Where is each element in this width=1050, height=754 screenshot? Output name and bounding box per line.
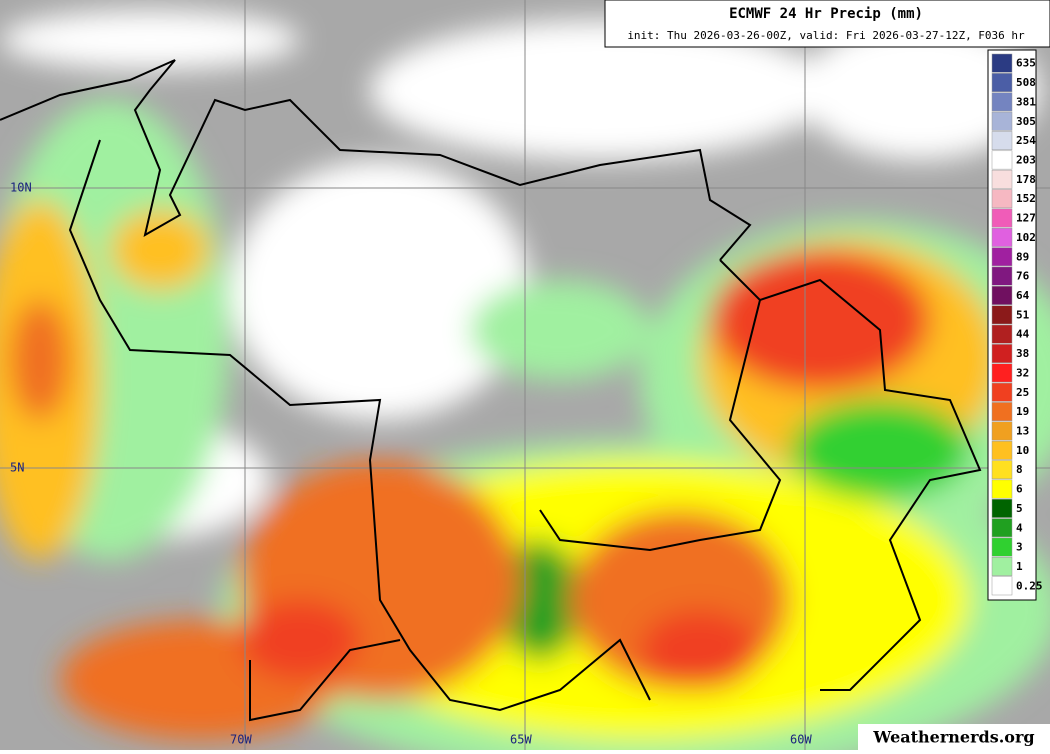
legend-label: 381 bbox=[1016, 95, 1036, 108]
legend-label: 38 bbox=[1016, 347, 1029, 360]
legend-swatch bbox=[991, 324, 1013, 344]
legend-label: 44 bbox=[1016, 328, 1030, 341]
lat-label: 10N bbox=[10, 181, 32, 195]
legend-swatch bbox=[991, 344, 1013, 363]
legend-swatch bbox=[991, 557, 1013, 576]
legend-swatch bbox=[991, 421, 1013, 441]
legend-label: 6 bbox=[1016, 483, 1023, 496]
legend: 6355083813052542031781521271028976645144… bbox=[991, 53, 1043, 596]
legend-label: 3 bbox=[1016, 541, 1023, 554]
legend-swatch bbox=[991, 247, 1013, 267]
legend-swatch bbox=[991, 363, 1013, 383]
legend-label: 51 bbox=[1016, 308, 1030, 321]
title-box bbox=[604, 0, 1050, 48]
legend-label: 89 bbox=[1016, 250, 1029, 263]
legend-label: 0.25 bbox=[1016, 579, 1043, 592]
legend-label: 127 bbox=[1016, 212, 1036, 225]
legend-swatch bbox=[991, 208, 1013, 228]
legend-label: 25 bbox=[1016, 386, 1029, 399]
legend-swatch bbox=[991, 402, 1013, 422]
legend-label: 178 bbox=[1016, 173, 1036, 186]
legend-label: 4 bbox=[1016, 521, 1023, 534]
legend-label: 635 bbox=[1016, 57, 1036, 70]
legend-label: 1 bbox=[1016, 560, 1023, 573]
legend-label: 13 bbox=[1016, 424, 1029, 437]
legend-swatch bbox=[991, 576, 1013, 596]
lon-label: 60W bbox=[790, 733, 812, 747]
legend-swatch bbox=[991, 266, 1013, 286]
legend-label: 32 bbox=[1016, 366, 1029, 379]
legend-label: 8 bbox=[1016, 463, 1023, 476]
lat-label: 5N bbox=[10, 461, 24, 475]
lon-label: 70W bbox=[230, 733, 252, 747]
title: ECMWF 24 Hr Precip (mm) bbox=[729, 6, 923, 22]
legend-label: 254 bbox=[1016, 134, 1036, 147]
legend-label: 10 bbox=[1016, 444, 1029, 457]
legend-swatch bbox=[991, 53, 1013, 73]
legend-swatch bbox=[991, 460, 1013, 480]
legend-swatch bbox=[991, 189, 1013, 209]
legend-swatch bbox=[991, 440, 1013, 460]
legend-swatch bbox=[991, 169, 1013, 189]
legend-swatch bbox=[991, 305, 1013, 325]
legend-swatch bbox=[991, 73, 1013, 92]
legend-label: 64 bbox=[1016, 289, 1030, 302]
legend-label: 19 bbox=[1016, 405, 1029, 418]
legend-swatch bbox=[991, 150, 1013, 170]
legend-swatch bbox=[991, 382, 1013, 402]
watermark: Weathernerds.org bbox=[872, 728, 1034, 747]
subtitle: init: Thu 2026-03-26-00Z, valid: Fri 202… bbox=[627, 29, 1025, 42]
legend-swatch bbox=[991, 479, 1013, 499]
legend-swatch bbox=[991, 518, 1013, 538]
legend-label: 305 bbox=[1016, 115, 1036, 128]
legend-swatch bbox=[991, 111, 1013, 131]
legend-swatch bbox=[991, 286, 1013, 305]
legend-label: 508 bbox=[1016, 76, 1036, 89]
legend-swatch bbox=[991, 92, 1013, 112]
legend-label: 152 bbox=[1016, 192, 1036, 205]
legend-swatch bbox=[991, 498, 1013, 518]
legend-label: 102 bbox=[1016, 231, 1036, 244]
watermark-box bbox=[858, 724, 1050, 750]
legend-swatch bbox=[991, 227, 1013, 247]
legend-label: 203 bbox=[1016, 153, 1036, 166]
legend-label: 5 bbox=[1016, 502, 1023, 515]
legend-label: 76 bbox=[1016, 270, 1030, 283]
legend-swatch bbox=[991, 537, 1013, 557]
legend-swatch bbox=[991, 131, 1013, 151]
lon-label: 65W bbox=[510, 733, 532, 747]
